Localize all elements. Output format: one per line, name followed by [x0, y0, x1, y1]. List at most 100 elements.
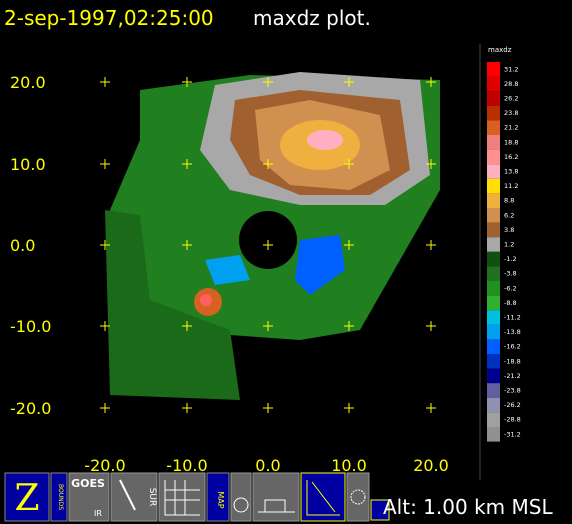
grid-cross — [344, 240, 354, 250]
grid-icon — [164, 480, 200, 516]
altitude-status: Alt: 1.00 km MSL — [383, 495, 553, 519]
sur-button[interactable] — [110, 472, 158, 522]
colorbar-cell — [487, 383, 500, 398]
echo-blue — [295, 235, 345, 295]
colorbar-label: -31.2 — [504, 430, 521, 438]
colorbar-cell — [487, 120, 500, 135]
y-axis-label: 10.0 — [10, 155, 46, 174]
colorbar-cell — [487, 295, 500, 311]
circle-button[interactable] — [230, 472, 252, 522]
colorbar-label: -6.2 — [504, 284, 517, 292]
colorbar-cell — [487, 339, 500, 354]
colorbar-cell — [487, 208, 500, 223]
colorbar-label: -28.8 — [504, 416, 521, 424]
grid-cross — [344, 403, 354, 413]
colorbar-cell — [487, 281, 500, 296]
colorbar-cell — [487, 178, 500, 194]
colorbar-cell — [487, 164, 500, 179]
grid-cross — [182, 159, 192, 169]
grid-cross — [100, 321, 110, 331]
colorbar-label: -11.2 — [504, 314, 521, 322]
grid-cross — [263, 159, 273, 169]
grid-cross — [426, 77, 436, 87]
colorbar-label: 1.2 — [504, 241, 514, 249]
grid-cross — [344, 77, 354, 87]
skewt-icon — [306, 480, 340, 516]
colorbar-label: -3.8 — [504, 270, 517, 278]
x-axis-label: 10.0 — [331, 456, 367, 475]
grid-cross — [100, 77, 110, 87]
grid-cross — [263, 321, 273, 331]
y-axis-label: 0.0 — [10, 236, 35, 255]
grid-cross — [426, 240, 436, 250]
title: 2-sep-1997,02:25:00 — [4, 6, 214, 30]
ring-button[interactable] — [346, 472, 370, 522]
colorbar-cell — [487, 412, 500, 427]
colorbar-label: -16.2 — [504, 343, 521, 351]
profile-icon — [258, 499, 295, 513]
sur-icon — [119, 479, 136, 511]
colorbar-cell — [487, 251, 500, 267]
echo-core — [200, 294, 212, 306]
grid-cross — [263, 240, 273, 250]
grid-cross — [182, 240, 192, 250]
colorbar-label: -13.8 — [504, 328, 521, 336]
colorbar-cell — [487, 427, 500, 442]
grid-cross — [426, 321, 436, 331]
grid-cross — [344, 321, 354, 331]
profile-button[interactable] — [252, 472, 300, 522]
colorbar-label: 21.2 — [504, 124, 518, 132]
grid-cross — [100, 159, 110, 169]
z-icon: Z — [14, 478, 39, 519]
colorbar-cell — [487, 354, 500, 369]
colorbar-cell — [487, 135, 500, 150]
colorbar-label: 31.2 — [504, 65, 518, 73]
colorbar-title: maxdz — [488, 46, 512, 54]
goes-label: GOES — [71, 477, 105, 490]
colorbar-label: -23.8 — [504, 387, 521, 395]
echo-green — [105, 210, 240, 400]
radar-field — [105, 72, 440, 400]
sur-label: SUR — [147, 488, 157, 507]
grid-cross — [100, 240, 110, 250]
colorbar-cell — [487, 193, 500, 208]
colorbar-label: -8.8 — [504, 299, 517, 307]
z-button[interactable] — [4, 472, 50, 522]
grid-cross — [426, 403, 436, 413]
grid-cross — [344, 159, 354, 169]
colorbar-cell — [487, 397, 500, 413]
colorbar-label: 8.8 — [504, 197, 514, 205]
toolbar: Z BOUNDS GOES IR SUR MAP — [4, 472, 390, 522]
colorbar-cell — [487, 237, 500, 252]
grid-cross — [263, 77, 273, 87]
colorbar-label: 3.8 — [504, 226, 514, 234]
map-label: MAP — [216, 491, 225, 508]
colorbar-label: 23.8 — [504, 109, 518, 117]
x-axis-label: 0.0 — [255, 456, 280, 475]
colorbar-cell — [487, 76, 500, 92]
x-axis-label: -10.0 — [166, 456, 207, 475]
colorbar-cell — [487, 149, 500, 165]
colorbar-label: 13.8 — [504, 168, 518, 176]
echo-pink — [307, 130, 343, 150]
goes-button[interactable] — [68, 472, 110, 522]
colorbar-label: -26.2 — [504, 401, 521, 409]
grid-cross — [182, 403, 192, 413]
grid-cross — [263, 403, 273, 413]
subtitle: maxdz plot. — [253, 6, 371, 30]
circle-icon — [233, 497, 249, 513]
ring-icon — [350, 489, 366, 505]
bounds-button[interactable] — [50, 472, 68, 522]
grid-cross — [100, 403, 110, 413]
colorbar-label: 16.2 — [504, 153, 518, 161]
map-button[interactable] — [206, 472, 230, 522]
colorbar-label: -18.8 — [504, 357, 521, 365]
y-axis-label: -10.0 — [10, 317, 51, 336]
grid-cross — [182, 77, 192, 87]
colorbar-label: 28.8 — [504, 80, 518, 88]
grid-button[interactable] — [158, 472, 206, 522]
grid-cross — [426, 159, 436, 169]
table-button[interactable] — [370, 499, 390, 521]
colorbar-cell — [487, 310, 500, 325]
